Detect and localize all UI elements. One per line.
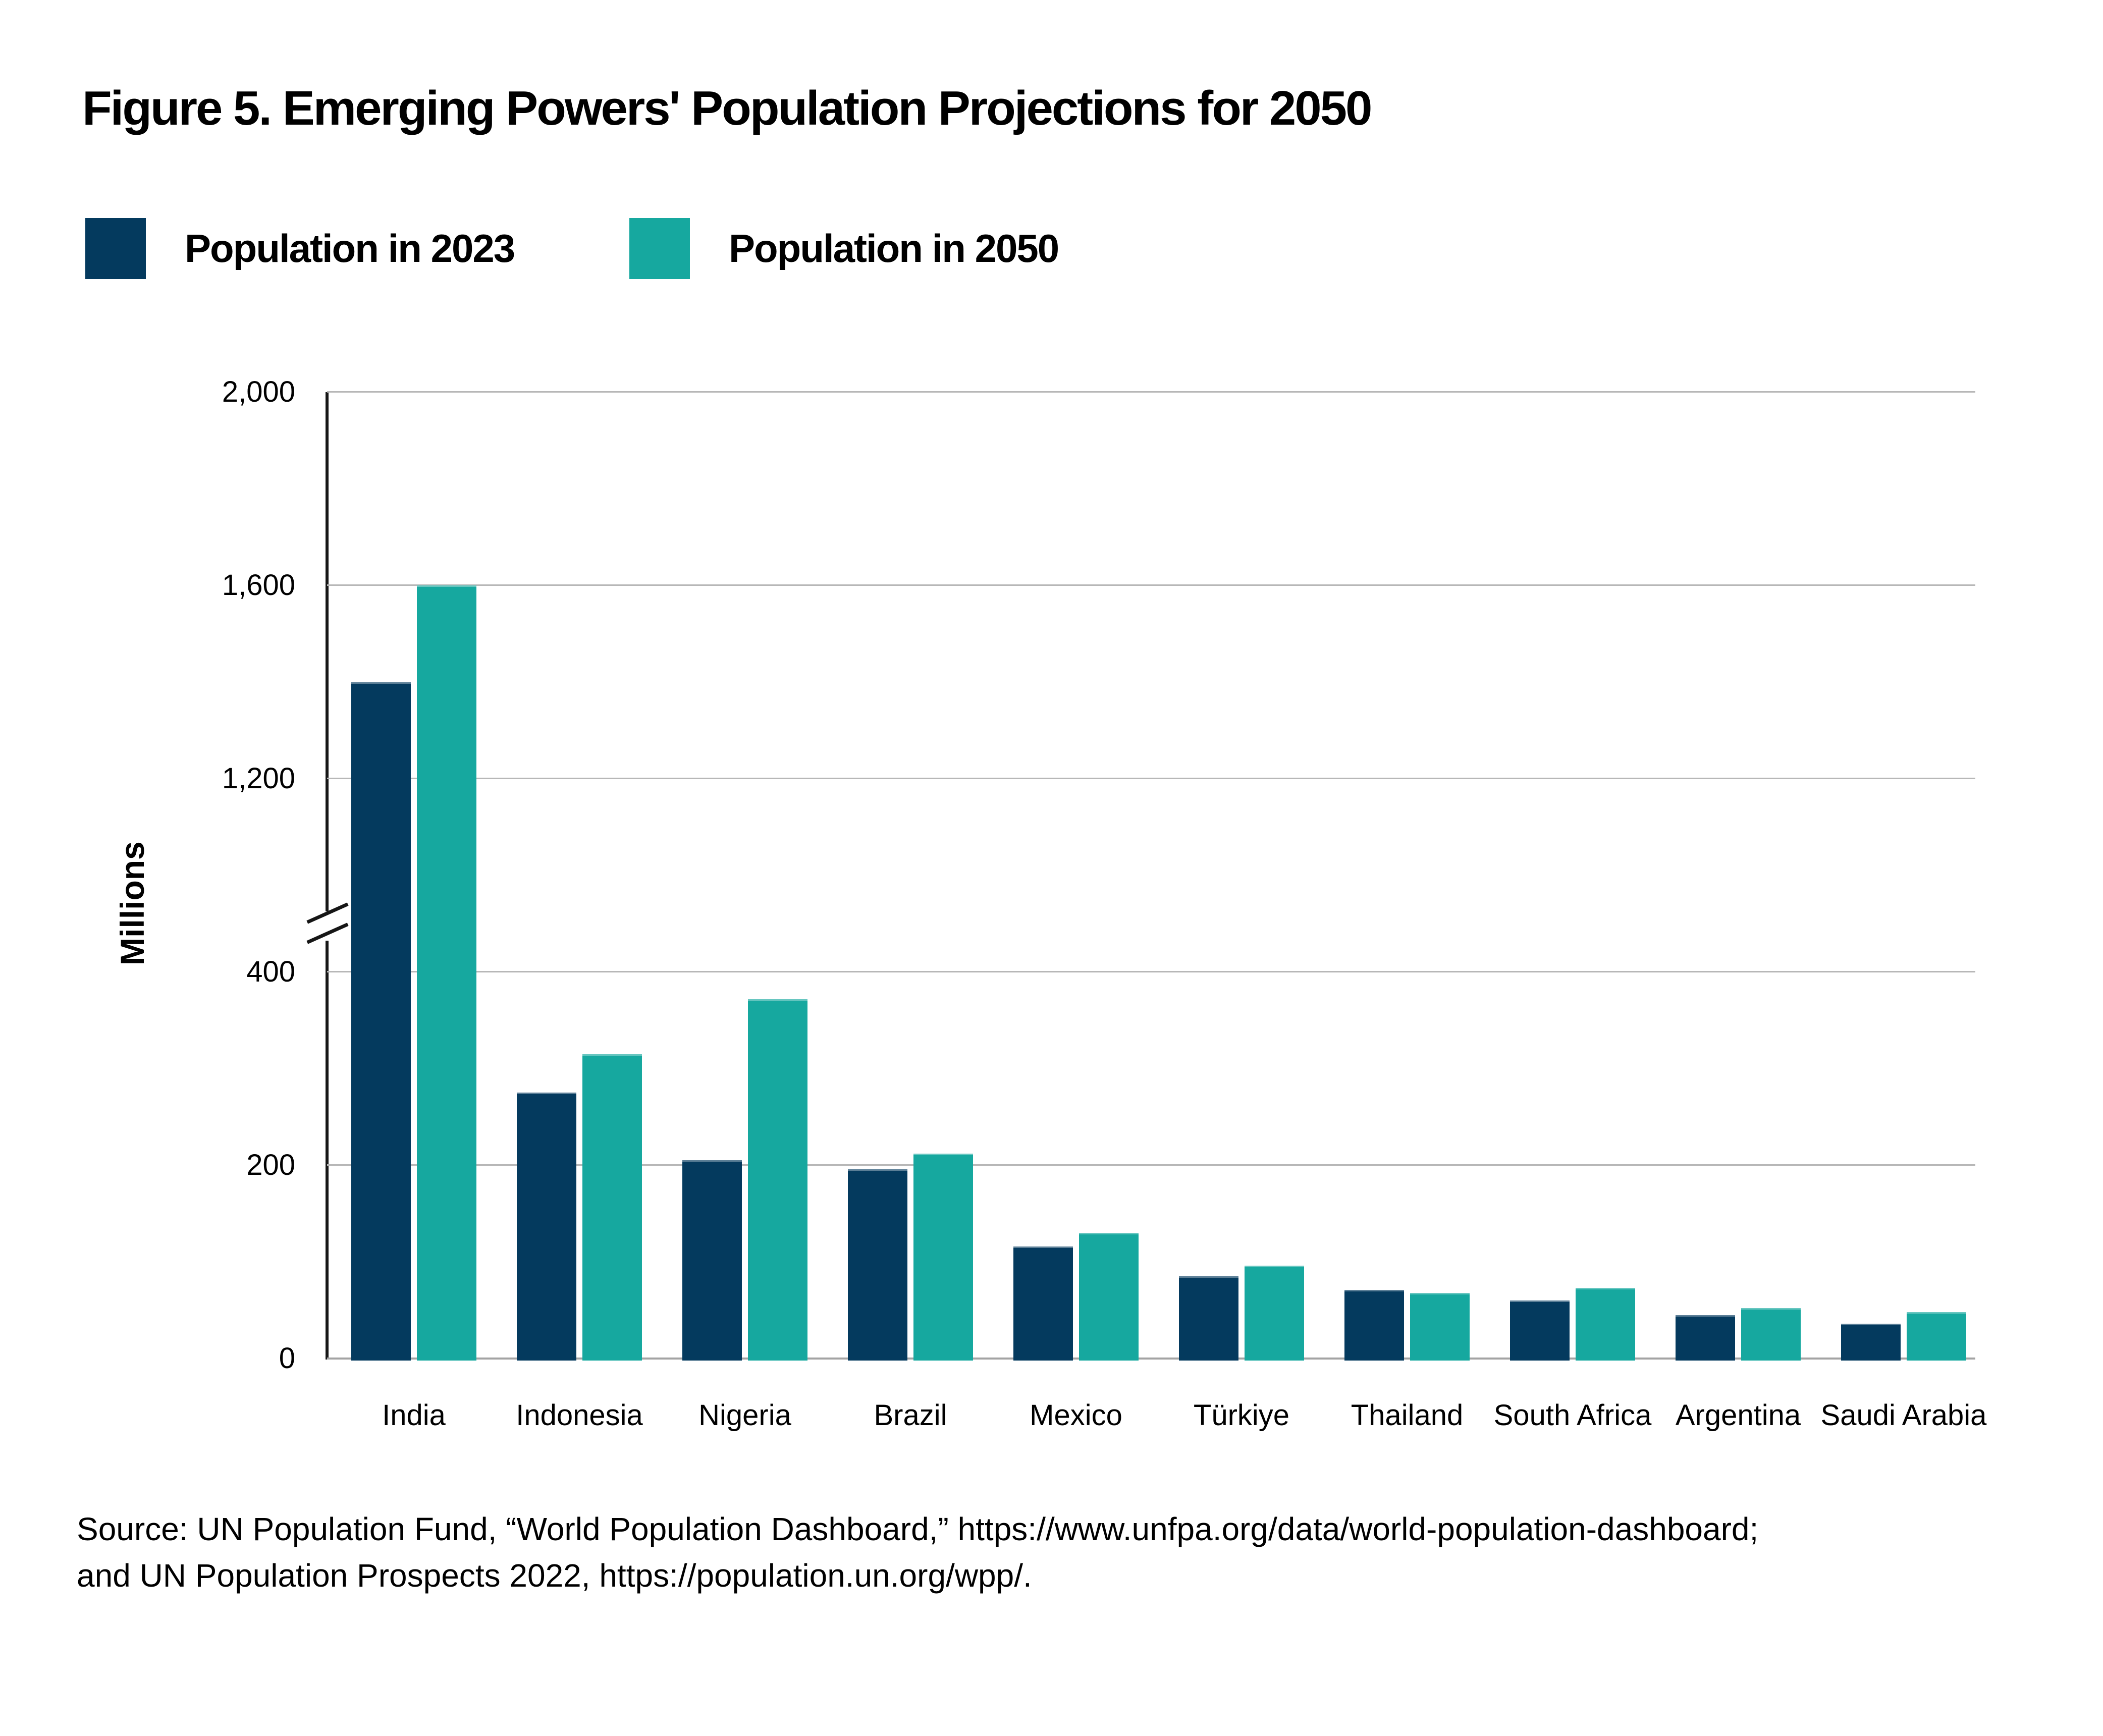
bar-india-2050	[417, 585, 476, 1361]
bar-mexico-2050	[1079, 1233, 1139, 1361]
source-note: Source: UN Population Fund, “World Popul…	[77, 1506, 1758, 1599]
bar-argentina-2023	[1676, 1315, 1735, 1361]
gridline-2-000	[327, 391, 1975, 393]
bar-indonesia-2023	[517, 1093, 576, 1361]
source-line-2: and UN Population Prospects 2022, https:…	[77, 1557, 1032, 1594]
y-axis-line-lower	[326, 941, 329, 1360]
legend-item-2023: Population in 2023	[85, 218, 515, 279]
bar-south-africa-2023	[1510, 1300, 1570, 1361]
x-axis-label-brazil: Brazil	[874, 1399, 947, 1432]
bar-argentina-2050	[1741, 1308, 1801, 1361]
gridline-1-200	[327, 778, 1975, 779]
x-axis-label-saudi-arabia: Saudi Arabia	[1820, 1399, 1987, 1432]
x-axis-label-mexico: Mexico	[1030, 1399, 1122, 1432]
x-axis-label-india: India	[382, 1399, 446, 1432]
y-tick-label-1-200: 1,200	[222, 762, 295, 795]
x-axis-baseline	[327, 1358, 1975, 1360]
x-axis-label-thailand: Thailand	[1351, 1399, 1464, 1432]
gridline-400	[327, 971, 1975, 972]
y-axis-line-upper	[326, 392, 329, 911]
x-axis-label-argentina: Argentina	[1675, 1399, 1801, 1432]
y-tick-label-2-000: 2,000	[222, 375, 295, 408]
source-line-1: Source: UN Population Fund, “World Popul…	[77, 1511, 1759, 1547]
bar-saudi-arabia-2023	[1841, 1324, 1901, 1361]
x-axis-label-t-rkiye: Türkiye	[1193, 1399, 1290, 1432]
bar-brazil-2023	[848, 1169, 907, 1361]
legend-item-2050: Population in 2050	[629, 218, 1059, 279]
bar-t-rkiye-2050	[1245, 1266, 1304, 1361]
gridline-200	[327, 1164, 1975, 1166]
bar-indonesia-2050	[582, 1054, 642, 1361]
bar-brazil-2050	[913, 1154, 973, 1361]
bar-thailand-2050	[1410, 1292, 1470, 1361]
bar-t-rkiye-2023	[1179, 1276, 1238, 1361]
x-axis-label-indonesia: Indonesia	[516, 1399, 643, 1432]
legend-swatch-2050	[629, 218, 690, 279]
legend-swatch-2023	[85, 218, 146, 279]
x-axis-label-nigeria: Nigeria	[698, 1399, 791, 1432]
y-tick-label-200: 200	[246, 1149, 295, 1181]
bar-mexico-2023	[1013, 1246, 1073, 1361]
bar-thailand-2023	[1344, 1290, 1404, 1361]
page-title: Figure 5. Emerging Powers' Population Pr…	[82, 81, 1372, 135]
legend-label-2023: Population in 2023	[185, 226, 515, 270]
legend-label-2050: Population in 2050	[729, 226, 1059, 270]
y-tick-label-0: 0	[279, 1342, 295, 1375]
x-axis-label-south-africa: South Africa	[1493, 1399, 1652, 1432]
y-tick-label-1-600: 1,600	[222, 569, 295, 602]
bar-nigeria-2023	[682, 1160, 742, 1361]
bar-saudi-arabia-2050	[1907, 1312, 1966, 1361]
gridline-1-600	[327, 584, 1975, 586]
y-axis-title: Millions	[114, 841, 151, 965]
bar-south-africa-2050	[1576, 1288, 1635, 1361]
bar-nigeria-2050	[748, 999, 807, 1361]
y-tick-label-400: 400	[246, 955, 295, 988]
bar-india-2023	[351, 682, 411, 1361]
